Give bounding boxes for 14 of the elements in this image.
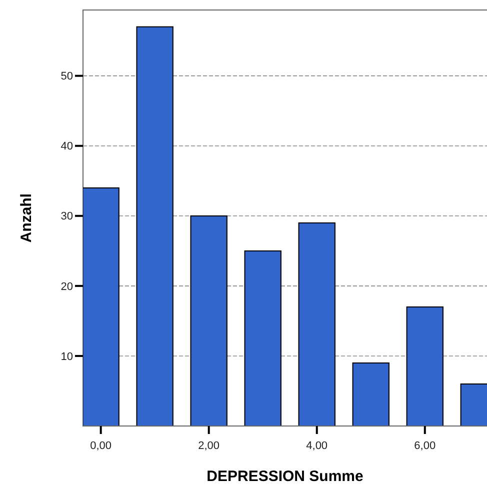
y-tick-label: 50	[60, 70, 73, 83]
bar	[136, 26, 174, 426]
x-tick-label: 2,00	[198, 440, 220, 452]
bar	[352, 362, 390, 426]
x-axis-title: DEPRESSION Summe	[206, 468, 364, 485]
y-tick-label: 10	[60, 350, 73, 363]
x-tick-label: 4,00	[306, 440, 328, 452]
bar	[244, 250, 282, 426]
y-tick-label: 40	[60, 140, 73, 153]
y-tick-label: 20	[60, 280, 73, 293]
y-axis-title: Anzahl	[18, 193, 35, 243]
x-tick-label: 0,00	[90, 440, 112, 452]
y-tick-label: 30	[60, 210, 73, 223]
x-tick-label: 6,00	[414, 440, 436, 452]
